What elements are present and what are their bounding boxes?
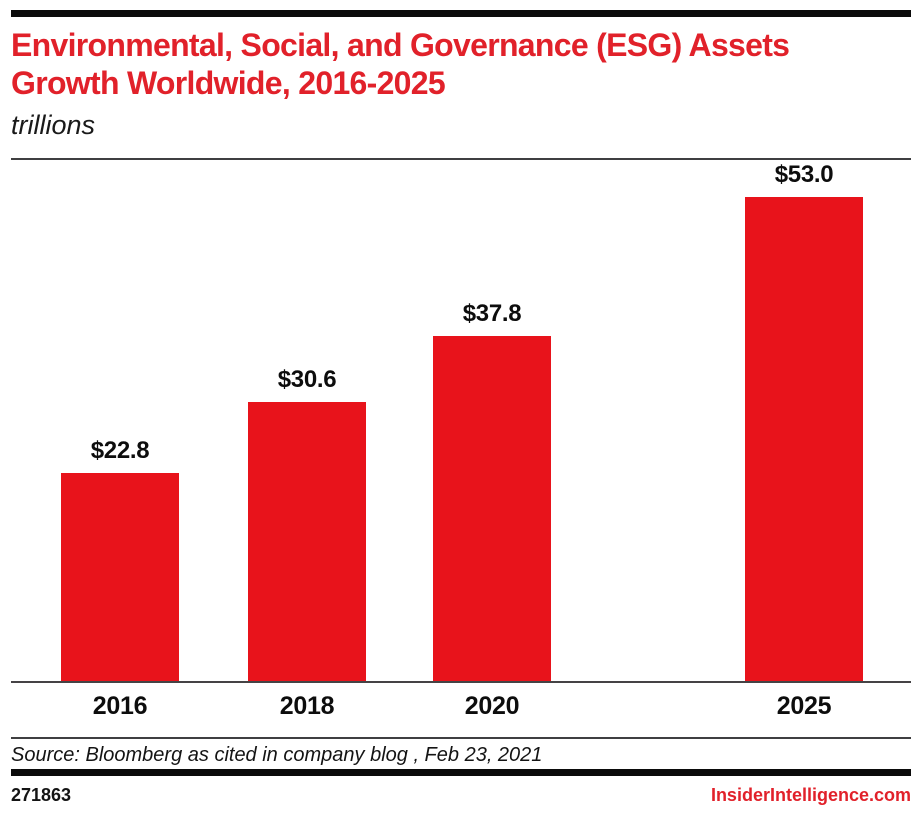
bar-2016 (61, 473, 179, 681)
x-axis-label-2020: 2020 (464, 692, 520, 720)
x-axis-label-2025: 2025 (776, 692, 832, 720)
chart-title: Environmental, Social, and Governance (E… (11, 27, 790, 101)
footer-divider-bar (11, 769, 911, 776)
bar-value-label-2025: $53.0 (774, 161, 834, 188)
bar-value-label-2020: $37.8 (462, 300, 522, 327)
x-axis-label-2016: 2016 (92, 692, 148, 720)
bar-value-label-2016: $22.8 (90, 437, 150, 464)
brand-link: InsiderIntelligence.com (710, 785, 911, 805)
x-axis-labels: 2016 2018 2020 2025 (11, 683, 911, 737)
plot-area: $22.8 $30.6 $37.8 $53.0 (11, 160, 911, 683)
x-axis-label-2018: 2018 (279, 692, 335, 720)
bar-2020 (433, 336, 551, 681)
bar-value-label-2018: $30.6 (277, 366, 337, 393)
chart-id: 271863 (11, 785, 72, 805)
bar-2018 (248, 402, 366, 681)
source-rule (11, 737, 911, 739)
chart-page: Environmental, Social, and Governance (E… (0, 10, 922, 827)
source-note: Source: Bloomberg as cited in company bl… (11, 744, 543, 766)
bar-2025 (745, 197, 863, 681)
header-rule (11, 158, 911, 160)
chart-subtitle: trillions (11, 110, 96, 140)
footer: 271863 InsiderIntelligence.com (11, 776, 911, 806)
top-divider-bar (11, 10, 911, 17)
